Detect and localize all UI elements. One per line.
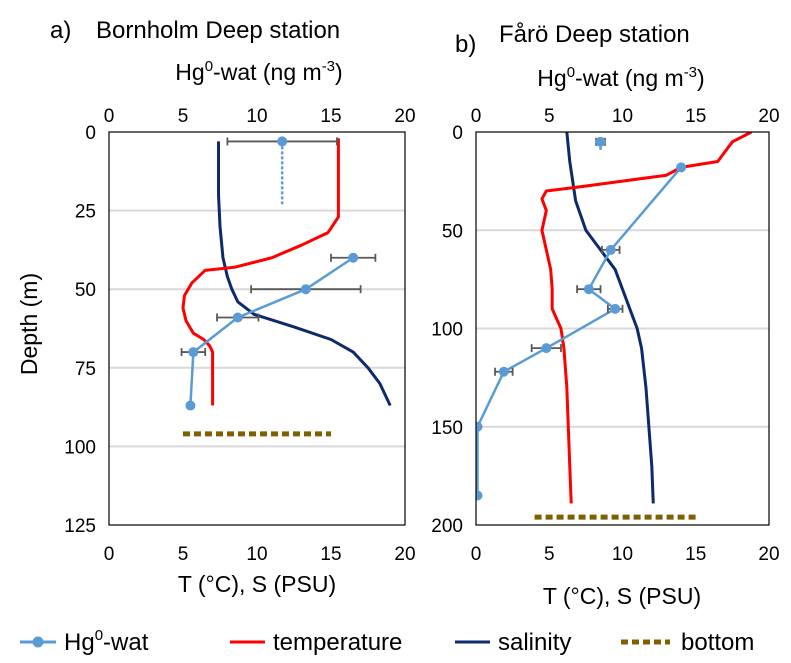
hg-wat-point bbox=[595, 136, 606, 147]
legend: Hg0-wat temperature salinity bottom bbox=[20, 627, 754, 656]
legend-hg-label: Hg0-wat bbox=[64, 627, 149, 656]
legend-hg-marker bbox=[32, 636, 44, 648]
hg-wat-point bbox=[610, 303, 621, 314]
panel-b-series bbox=[476, 132, 753, 520]
top-tick-label: 0 bbox=[104, 106, 115, 127]
y-tick-label: 50 bbox=[442, 221, 463, 242]
panel-a-frame bbox=[108, 131, 406, 526]
panel-a-grid bbox=[109, 209, 405, 448]
hg-wat-point bbox=[676, 162, 687, 173]
panel-b-title: Fårö Deep station bbox=[499, 21, 690, 48]
y-tick-label: 125 bbox=[64, 516, 96, 537]
hg-wat-point bbox=[476, 421, 483, 432]
hg-wat-point bbox=[583, 284, 594, 295]
top-tick-label: 15 bbox=[320, 106, 341, 127]
legend-item-salinity: salinity bbox=[455, 629, 571, 656]
y-tick-label: 200 bbox=[431, 516, 463, 537]
hg-wat-point bbox=[605, 244, 616, 255]
hg-wat-point bbox=[476, 490, 483, 501]
top-tick-label: 10 bbox=[246, 106, 267, 127]
panel-a-letter: a) bbox=[50, 17, 71, 44]
y-tick-label: 0 bbox=[85, 123, 96, 144]
bottom-tick-label: 0 bbox=[104, 544, 115, 565]
bottom-tick-label: 15 bbox=[320, 544, 341, 565]
bottom-tick-label: 10 bbox=[612, 544, 633, 565]
bottom-tick-label: 20 bbox=[394, 544, 415, 565]
y-tick-label: 50 bbox=[75, 280, 96, 301]
y-tick-label: 150 bbox=[431, 418, 463, 439]
y-axis-title: Depth (m) bbox=[16, 273, 42, 375]
y-tick-label: 100 bbox=[64, 437, 96, 458]
panel-a-series bbox=[180, 136, 392, 437]
legend-item-bottom: bottom bbox=[621, 629, 754, 656]
bottom-tick-label: 5 bbox=[178, 544, 189, 565]
top-tick-label: 5 bbox=[544, 106, 555, 127]
top-tick-label: 15 bbox=[685, 106, 706, 127]
hg-wat-point bbox=[348, 252, 359, 263]
panel-a-title: Bornholm Deep station bbox=[96, 17, 340, 44]
top-tick-label: 5 bbox=[178, 106, 189, 127]
hg-wat-point bbox=[232, 312, 243, 323]
panel-a: a) Bornholm Deep station Hg0-wat (ng m-3… bbox=[50, 17, 416, 597]
y-tick-label: 25 bbox=[75, 202, 96, 223]
panel-b-frame bbox=[475, 131, 770, 526]
legend-salinity-label: salinity bbox=[498, 629, 571, 656]
top-tick-label: 20 bbox=[758, 106, 779, 127]
panel-b: b) Fårö Deep station Hg0-wat (ng m-3) 0 5… bbox=[431, 21, 779, 609]
top-tick-label: 20 bbox=[394, 106, 415, 127]
legend-bottom-label: bottom bbox=[681, 629, 754, 656]
y-tick-label: 75 bbox=[75, 359, 96, 380]
hg-wat-point bbox=[498, 366, 509, 377]
hg-wat-point bbox=[277, 136, 288, 147]
hg-wat-line bbox=[476, 166, 683, 496]
panel-a-bottom-axis-title: T (°C), S (PSU) bbox=[178, 571, 336, 597]
hg-wat-point bbox=[188, 347, 199, 358]
bottom-tick-label: 15 bbox=[685, 544, 706, 565]
salinity-line bbox=[217, 141, 392, 407]
bottom-tick-label: 20 bbox=[758, 544, 779, 565]
temperature-line bbox=[540, 132, 753, 504]
hg-wat-line bbox=[189, 256, 354, 406]
panel-b-grid bbox=[476, 229, 769, 428]
panel-b-top-axis-title: Hg0-wat (ng m-3) bbox=[537, 64, 704, 91]
hg-wat-point bbox=[185, 400, 196, 411]
panel-a-top-axis-title: Hg0-wat (ng m-3) bbox=[175, 58, 342, 85]
top-tick-label: 10 bbox=[612, 106, 633, 127]
legend-item-temperature: temperature bbox=[230, 629, 402, 656]
panel-a-ticks: 0 25 50 75 100 125 0 5 10 15 20 0 5 10 15 20 bbox=[64, 106, 415, 565]
y-tick-label: 100 bbox=[431, 320, 463, 341]
bottom-tick-label: 10 bbox=[246, 544, 267, 565]
hg-wat-point bbox=[300, 284, 311, 295]
panel-b-bottom-axis-title: T (°C), S (PSU) bbox=[543, 583, 701, 609]
panel-b-letter: b) bbox=[455, 31, 476, 58]
top-tick-label: 0 bbox=[471, 106, 482, 127]
bottom-tick-label: 0 bbox=[471, 544, 482, 565]
hg-wat-point bbox=[541, 343, 552, 354]
bottom-tick-label: 5 bbox=[544, 544, 555, 565]
legend-temperature-label: temperature bbox=[273, 629, 402, 656]
legend-item-hg: Hg0-wat bbox=[20, 627, 149, 656]
temperature-line bbox=[181, 138, 340, 406]
y-tick-label: 0 bbox=[452, 123, 463, 144]
